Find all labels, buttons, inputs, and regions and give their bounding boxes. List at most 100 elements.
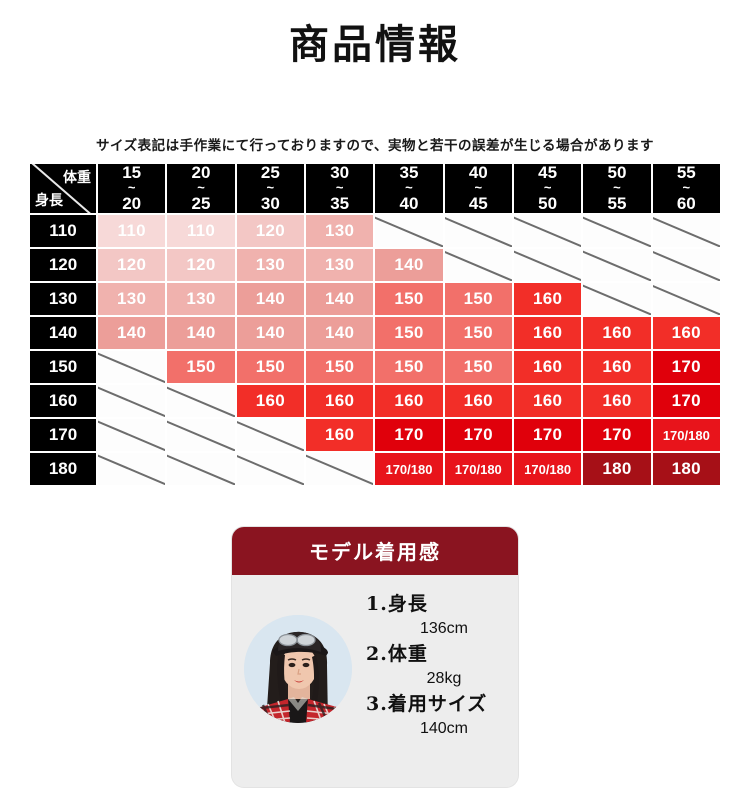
- weight-range-tilde: ~: [405, 180, 413, 196]
- height-row-header-140: 140: [30, 317, 96, 350]
- size-cell: 160: [652, 317, 720, 350]
- size-cell: 160: [305, 419, 374, 452]
- size-cell: 160: [513, 317, 582, 350]
- weight-range-min: 55: [676, 164, 696, 182]
- size-cell: 150: [236, 351, 304, 384]
- diagonal-hatch-icon: [583, 249, 650, 281]
- size-cell-empty: [98, 453, 166, 486]
- table-row: 140 140 140 140 140 150 150 160 160 160: [30, 317, 720, 350]
- size-cell: 150: [375, 351, 443, 384]
- size-cell: 150: [444, 351, 512, 384]
- height-row-header-180: 180: [30, 453, 96, 486]
- diagonal-hatch-icon: [98, 385, 165, 417]
- size-cell: 170: [652, 351, 720, 384]
- size-cell: 170/180: [513, 453, 582, 486]
- size-cell: 150: [444, 283, 512, 316]
- diagonal-hatch-icon: [514, 249, 581, 281]
- height-row-header-150: 150: [30, 351, 96, 384]
- size-cell-empty: [236, 453, 304, 486]
- size-cell-empty: [513, 215, 582, 248]
- weight-range-tilde: ~: [543, 180, 552, 196]
- height-row-header-110: 110: [30, 215, 96, 248]
- size-cell: 140: [236, 317, 304, 350]
- weight-range-min: 45: [538, 164, 558, 182]
- height-row-header-170: 170: [30, 419, 96, 452]
- size-chart-header-row: 体重 身長 15 ~20 20 ~25 25 ~30 30 ~35 35 ~40 40 ~45 45 ~5…: [30, 164, 720, 214]
- diagonal-hatch-icon: [306, 453, 373, 485]
- size-cell: 160: [513, 283, 582, 316]
- size-cell: 140: [305, 317, 374, 350]
- diagonal-hatch-icon: [98, 419, 165, 451]
- model-spec-label-1: 1.身長: [366, 593, 428, 615]
- size-cell: 140: [375, 249, 443, 282]
- table-row: 150 150 150 150 150 150 160 160 170: [30, 351, 720, 384]
- size-cell: 180: [652, 453, 720, 486]
- size-disclaimer-note: サイズ表記は手作業にて行っておりますので、実物と若干の誤差が生じる場合があります: [96, 138, 654, 154]
- size-cell: 110: [98, 215, 166, 248]
- diagonal-hatch-icon: [375, 215, 442, 247]
- size-cell: 150: [375, 317, 443, 350]
- size-cell: 160: [305, 385, 374, 418]
- model-spec-value-1: 136cm: [419, 619, 469, 637]
- size-cell-empty: [305, 453, 374, 486]
- diagonal-hatch-icon: [653, 215, 720, 247]
- size-chart-head: 体重 身長 15 ~20 20 ~25 25 ~30 30 ~35 35 ~40 40 ~45 45 ~5…: [30, 164, 720, 214]
- weight-column-header-9: 55 ~60: [652, 164, 720, 214]
- size-cell: 170: [513, 419, 582, 452]
- weight-range-min: 50: [607, 164, 627, 182]
- size-chart-table: 体重 身長 15 ~20 20 ~25 25 ~30 30 ~35 35 ~40 40 ~45 45 ~5…: [28, 162, 722, 487]
- size-cell: 150: [375, 283, 443, 316]
- weight-column-header-8: 50 ~55: [583, 164, 651, 214]
- size-cell-empty: [444, 215, 512, 248]
- diagonal-hatch-icon: [237, 419, 304, 451]
- size-cell: 120: [236, 215, 304, 248]
- size-cell: 130: [167, 283, 235, 316]
- size-cell: 130: [236, 249, 304, 282]
- size-cell-empty: [98, 351, 166, 384]
- size-cell-empty: [167, 419, 235, 452]
- diagonal-hatch-icon: [445, 249, 512, 281]
- weight-range-max: 35: [330, 193, 350, 213]
- size-cell: 160: [513, 385, 582, 418]
- size-cell-empty: [167, 453, 235, 486]
- size-cell-empty: [236, 419, 304, 452]
- page-title: 商品情報: [289, 21, 461, 68]
- table-row: 180 170/180 170/180 170/180 180 180: [30, 453, 720, 486]
- size-cell: 160: [444, 385, 512, 418]
- diagonal-hatch-icon: [653, 283, 720, 315]
- diagonal-hatch-icon: [583, 283, 650, 315]
- size-cell: 150: [167, 351, 235, 384]
- weight-range-max: 25: [191, 193, 211, 213]
- weight-range-min: 25: [260, 164, 280, 182]
- weight-range-max: 40: [399, 193, 419, 213]
- size-cell: 160: [236, 385, 304, 418]
- size-cell-empty: [652, 215, 720, 248]
- weight-range-tilde: ~: [613, 180, 621, 196]
- weight-column-header-5: 35 ~40: [375, 164, 443, 214]
- size-cell: 110: [167, 215, 235, 248]
- size-cell: 170/180: [375, 453, 443, 486]
- size-cell-empty: [98, 419, 166, 452]
- weight-range-max: 50: [538, 193, 558, 213]
- weight-range-max: 20: [122, 193, 142, 213]
- weight-column-header-6: 40 ~45: [444, 164, 512, 214]
- size-cell-empty: [652, 249, 720, 282]
- table-row: 170 160 170 170 170 170 170/180: [30, 419, 720, 452]
- table-corner-cell: 体重 身長: [30, 164, 96, 214]
- model-spec-label-3: 3.着用サイズ: [366, 692, 488, 715]
- size-cell: 170: [375, 419, 443, 452]
- size-cell: 160: [583, 351, 651, 384]
- height-row-header-130: 130: [30, 283, 96, 316]
- size-cell: 160: [513, 351, 582, 384]
- size-cell: 160: [375, 385, 443, 418]
- size-cell: 160: [583, 385, 651, 418]
- size-cell: 140: [167, 317, 235, 350]
- weight-range-max: 55: [607, 193, 627, 213]
- size-cell: 140: [98, 317, 166, 350]
- size-cell-empty: [167, 385, 235, 418]
- weight-range-min: 40: [468, 164, 488, 182]
- model-spec-value-3: 140cm: [419, 719, 469, 737]
- model-spec-list: 1.身長 136cm 2.体重 28kg 3.着用サイズ 140cm: [352, 589, 508, 743]
- size-cell-empty: [513, 249, 582, 282]
- size-cell-empty: [98, 385, 166, 418]
